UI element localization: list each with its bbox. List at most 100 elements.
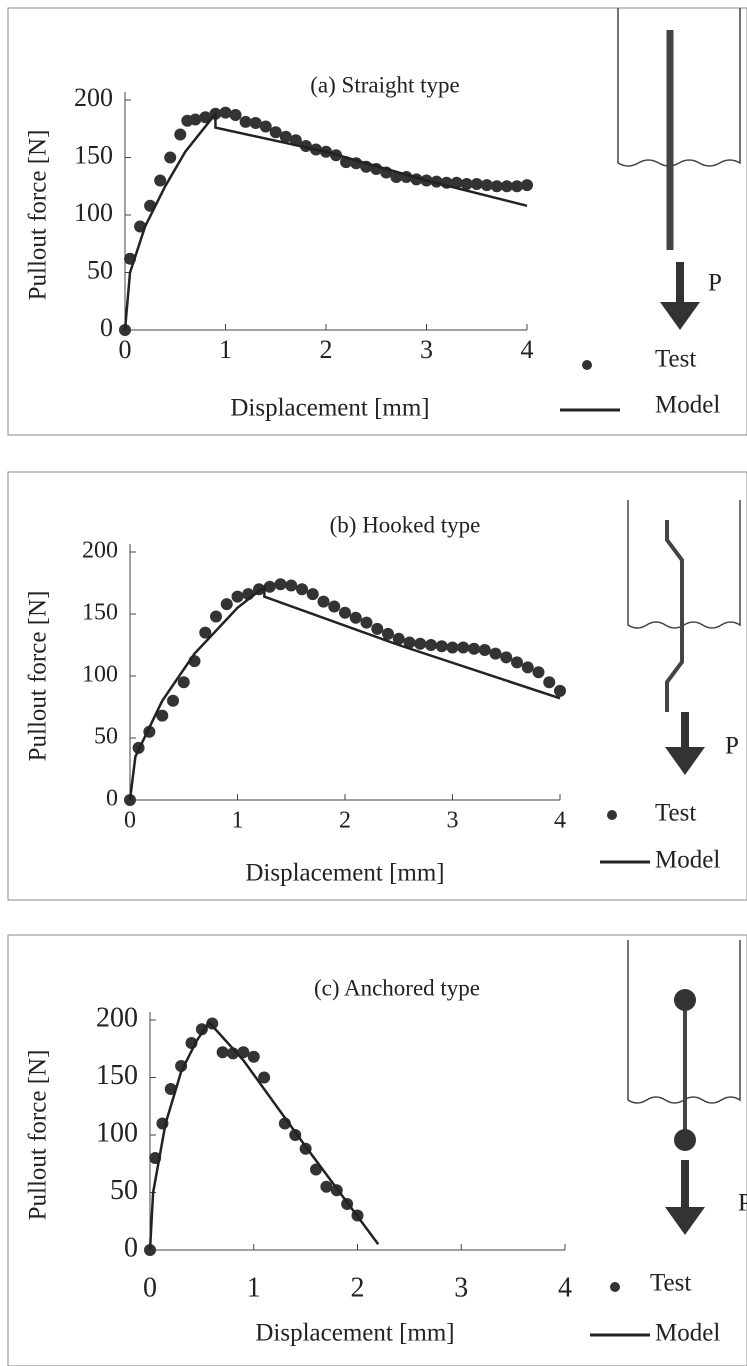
x-tick-label: 2 <box>339 808 351 834</box>
test-point <box>554 684 566 697</box>
test-point <box>174 128 187 141</box>
test-point <box>543 676 556 689</box>
test-point <box>231 590 244 603</box>
x-tick-label: 1 <box>219 335 232 364</box>
legend-label: Model <box>655 847 720 874</box>
anchor <box>674 1129 696 1151</box>
load-arrow <box>665 712 705 775</box>
x-tick-label: 3 <box>420 335 433 364</box>
y-tick-label: 0 <box>100 313 113 342</box>
test-point <box>306 588 319 601</box>
test-point <box>210 610 222 623</box>
y-tick-label: 150 <box>82 600 118 626</box>
test-point <box>195 1023 208 1036</box>
test-point <box>511 656 523 669</box>
test-point <box>258 1071 271 1084</box>
test-point <box>239 115 252 128</box>
x-tick-label: 0 <box>124 808 136 834</box>
load-arrow <box>660 262 700 330</box>
test-point <box>339 606 351 619</box>
test-point <box>156 709 169 722</box>
legend-marker <box>582 360 592 370</box>
panel-frame <box>7 934 747 1366</box>
test-point <box>259 120 272 133</box>
test-point <box>521 661 534 674</box>
test-point <box>490 180 503 193</box>
load-label: P <box>725 733 739 760</box>
test-point <box>460 177 473 190</box>
test-point <box>450 176 463 189</box>
y-tick-label: 150 <box>96 1060 138 1091</box>
legend-marker <box>610 1282 620 1292</box>
load-arrow <box>665 1160 705 1235</box>
y-tick-label: 50 <box>87 255 113 284</box>
test-point <box>500 180 513 193</box>
test-point <box>328 600 341 613</box>
test-point <box>360 616 373 629</box>
model-line <box>148 1020 380 1251</box>
test-point <box>167 694 179 707</box>
test-point <box>489 647 502 660</box>
test-point <box>199 111 212 124</box>
y-axis-label: Pullout force [N] <box>25 130 52 301</box>
test-point <box>371 622 384 635</box>
test-point <box>510 180 523 193</box>
test-point <box>403 636 416 649</box>
y-tick-label: 50 <box>110 1175 138 1206</box>
test-point <box>177 676 190 689</box>
chart-title: (b) Hooked type <box>330 512 481 537</box>
test-point <box>274 578 287 591</box>
legend-label: Test <box>655 800 696 827</box>
anchor <box>674 989 696 1011</box>
test-point <box>349 611 362 624</box>
x-tick-label: 4 <box>558 1272 572 1303</box>
y-tick-label: 100 <box>96 1117 138 1148</box>
test-point <box>164 151 177 164</box>
x-tick-label: 4 <box>554 808 566 834</box>
test-point <box>285 579 298 592</box>
test-point <box>220 598 233 611</box>
y-tick-label: 100 <box>74 198 113 227</box>
y-tick-label: 100 <box>82 662 118 688</box>
load-label: P <box>708 270 722 297</box>
test-point <box>229 108 242 121</box>
test-point <box>500 651 513 664</box>
test-point <box>382 627 394 640</box>
test-point <box>414 637 427 650</box>
x-tick-label: 1 <box>247 1272 261 1303</box>
panel-frame <box>7 471 747 901</box>
chart-title: (c) Anchored type <box>314 975 480 1000</box>
y-tick-label: 200 <box>96 1002 138 1033</box>
test-point <box>468 642 480 655</box>
x-tick-label: 3 <box>447 808 459 834</box>
test-point <box>317 595 330 608</box>
x-tick-label: 0 <box>119 335 132 364</box>
test-point <box>219 106 232 119</box>
panel-frame <box>7 7 747 436</box>
y-tick-label: 0 <box>106 786 118 812</box>
test-point <box>247 1050 260 1063</box>
x-tick-label: 2 <box>351 1272 365 1303</box>
model-line <box>123 110 528 331</box>
x-axis-label: Displacement [mm] <box>255 1320 454 1347</box>
y-tick-label: 50 <box>94 724 118 750</box>
legend-marker <box>607 810 617 820</box>
test-point <box>296 583 308 596</box>
test-point <box>446 641 459 654</box>
test-point <box>199 626 212 639</box>
x-tick-label: 0 <box>143 1272 157 1303</box>
x-axis-label: Displacement [mm] <box>245 860 444 887</box>
test-point <box>269 126 282 139</box>
chart-title: (a) Straight type <box>310 72 459 97</box>
test-point <box>263 580 276 593</box>
test-point <box>470 177 483 190</box>
load-label: P <box>738 1190 747 1217</box>
test-point <box>206 1017 219 1030</box>
test-point <box>521 179 533 192</box>
test-point <box>478 643 491 656</box>
test-point <box>189 113 202 126</box>
y-axis-label: Pullout force [N] <box>25 1050 52 1221</box>
x-tick-label: 3 <box>454 1272 468 1303</box>
test-point <box>154 174 167 187</box>
